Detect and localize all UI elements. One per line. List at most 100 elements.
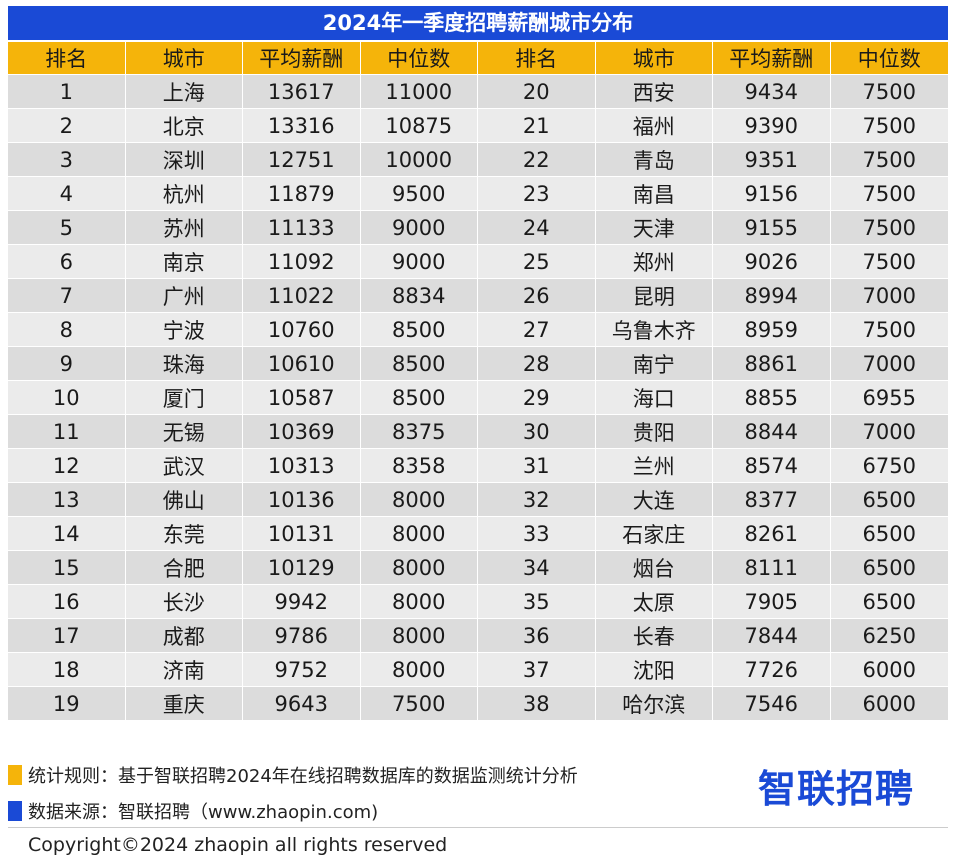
table-cell: 11000 <box>360 75 478 108</box>
table-row: 3 深圳 12751 10000 22 青岛 9351 7500 <box>8 143 948 176</box>
table-row: 5 苏州 11133 9000 24 天津 9155 7500 <box>8 211 948 244</box>
table-cell: 8574 <box>713 449 831 482</box>
table-cell: 南京 <box>125 245 243 278</box>
table-cell: 11092 <box>243 245 361 278</box>
table-cell: 30 <box>478 415 596 448</box>
table-cell: 7726 <box>713 653 831 686</box>
table-cell: 8000 <box>360 517 478 550</box>
source-note-text: 数据来源：智联招聘（www.zhaopin.com) <box>28 802 379 823</box>
table-cell: 南昌 <box>595 177 713 210</box>
table-cell: 9351 <box>713 143 831 176</box>
table-cell: 海口 <box>595 381 713 414</box>
table-cell: 14 <box>8 517 126 550</box>
table-cell: 6750 <box>830 449 948 482</box>
table-cell: 25 <box>478 245 596 278</box>
table-cell: 10313 <box>243 449 361 482</box>
table-cell: 福州 <box>595 109 713 142</box>
yellow-marker <box>8 765 22 785</box>
table-cell: 9000 <box>360 245 478 278</box>
table-cell: 9643 <box>243 687 361 720</box>
table-cell: 23 <box>478 177 596 210</box>
table-cell: 6250 <box>830 619 948 652</box>
table-cell: 太原 <box>595 585 713 618</box>
table-cell: 13316 <box>243 109 361 142</box>
header-row: 排名 城市 平均薪酬 中位数 排名 城市 平均薪酬 中位数 <box>8 42 948 74</box>
table-cell: 郑州 <box>595 245 713 278</box>
table-cell: 10 <box>8 381 126 414</box>
blue-marker <box>8 801 22 821</box>
table-cell: 7 <box>8 279 126 312</box>
table-cell: 6500 <box>830 517 948 550</box>
table-cell: 8000 <box>360 585 478 618</box>
table-cell: 10129 <box>243 551 361 584</box>
table-cell: 烟台 <box>595 551 713 584</box>
table-cell: 9 <box>8 347 126 380</box>
table-cell: 合肥 <box>125 551 243 584</box>
salary-table: 排名 城市 平均薪酬 中位数 排名 城市 平均薪酬 中位数 1 上海 13617 11000 20 西安… <box>8 41 948 721</box>
table-cell: 7500 <box>360 687 478 720</box>
table-cell: 26 <box>478 279 596 312</box>
table-row: 2 北京 13316 10875 21 福州 9390 7500 <box>8 109 948 142</box>
table-cell: 9786 <box>243 619 361 652</box>
column-header: 城市 <box>595 42 713 74</box>
table-cell: 8500 <box>360 381 478 414</box>
table-cell: 8000 <box>360 483 478 516</box>
table-cell: 8111 <box>713 551 831 584</box>
table-cell: 10000 <box>360 143 478 176</box>
table-cell: 13617 <box>243 75 361 108</box>
table-cell: 34 <box>478 551 596 584</box>
table-cell: 11879 <box>243 177 361 210</box>
table-cell: 7500 <box>830 177 948 210</box>
table-cell: 10369 <box>243 415 361 448</box>
table-cell: 13 <box>8 483 126 516</box>
table-row: 8 宁波 10760 8500 27 乌鲁木齐 8959 7500 <box>8 313 948 346</box>
table-cell: 沈阳 <box>595 653 713 686</box>
table-cell: 15 <box>8 551 126 584</box>
table-cell: 宁波 <box>125 313 243 346</box>
rule-note-text: 统计规则：基于智联招聘2024年在线招聘数据库的数据监测统计分析 <box>28 766 578 787</box>
table-cell: 7844 <box>713 619 831 652</box>
table-cell: 上海 <box>125 75 243 108</box>
zhaopin-logo: 智联招聘 <box>758 767 915 811</box>
table-cell: 9434 <box>713 75 831 108</box>
table-cell: 8 <box>8 313 126 346</box>
table-cell: 8959 <box>713 313 831 346</box>
table-body: 1 上海 13617 11000 20 西安 9434 7500 2 北京 13316 10875 21… <box>8 75 948 720</box>
table-row: 9 珠海 10610 8500 28 南宁 8861 7000 <box>8 347 948 380</box>
table-cell: 4 <box>8 177 126 210</box>
table-cell: 大连 <box>595 483 713 516</box>
table-cell: 8500 <box>360 313 478 346</box>
table-cell: 10610 <box>243 347 361 380</box>
table-cell: 8375 <box>360 415 478 448</box>
table-cell: 北京 <box>125 109 243 142</box>
table-row: 7 广州 11022 8834 26 昆明 8994 7000 <box>8 279 948 312</box>
table-row: 6 南京 11092 9000 25 郑州 9026 7500 <box>8 245 948 278</box>
table-cell: 16 <box>8 585 126 618</box>
table-cell: 8377 <box>713 483 831 516</box>
table-cell: 7546 <box>713 687 831 720</box>
table-cell: 8834 <box>360 279 478 312</box>
table-cell: 济南 <box>125 653 243 686</box>
table-cell: 8000 <box>360 551 478 584</box>
table-cell: 珠海 <box>125 347 243 380</box>
table-cell: 21 <box>478 109 596 142</box>
column-header: 排名 <box>478 42 596 74</box>
column-header: 平均薪酬 <box>243 42 361 74</box>
table-cell: 3 <box>8 143 126 176</box>
table-cell: 17 <box>8 619 126 652</box>
table-cell: 38 <box>478 687 596 720</box>
table-cell: 6955 <box>830 381 948 414</box>
table-cell: 8261 <box>713 517 831 550</box>
source-note: 数据来源：智联招聘（www.zhaopin.com) <box>8 798 908 824</box>
table-cell: 32 <box>478 483 596 516</box>
table-cell: 12 <box>8 449 126 482</box>
table-row: 10 厦门 10587 8500 29 海口 8855 6955 <box>8 381 948 414</box>
column-header: 排名 <box>8 42 126 74</box>
table-cell: 12751 <box>243 143 361 176</box>
table-row: 14 东莞 10131 8000 33 石家庄 8261 6500 <box>8 517 948 550</box>
table-cell: 9942 <box>243 585 361 618</box>
table-row: 16 长沙 9942 8000 35 太原 7905 6500 <box>8 585 948 618</box>
table-row: 4 杭州 11879 9500 23 南昌 9156 7500 <box>8 177 948 210</box>
table-cell: 杭州 <box>125 177 243 210</box>
table-cell: 33 <box>478 517 596 550</box>
